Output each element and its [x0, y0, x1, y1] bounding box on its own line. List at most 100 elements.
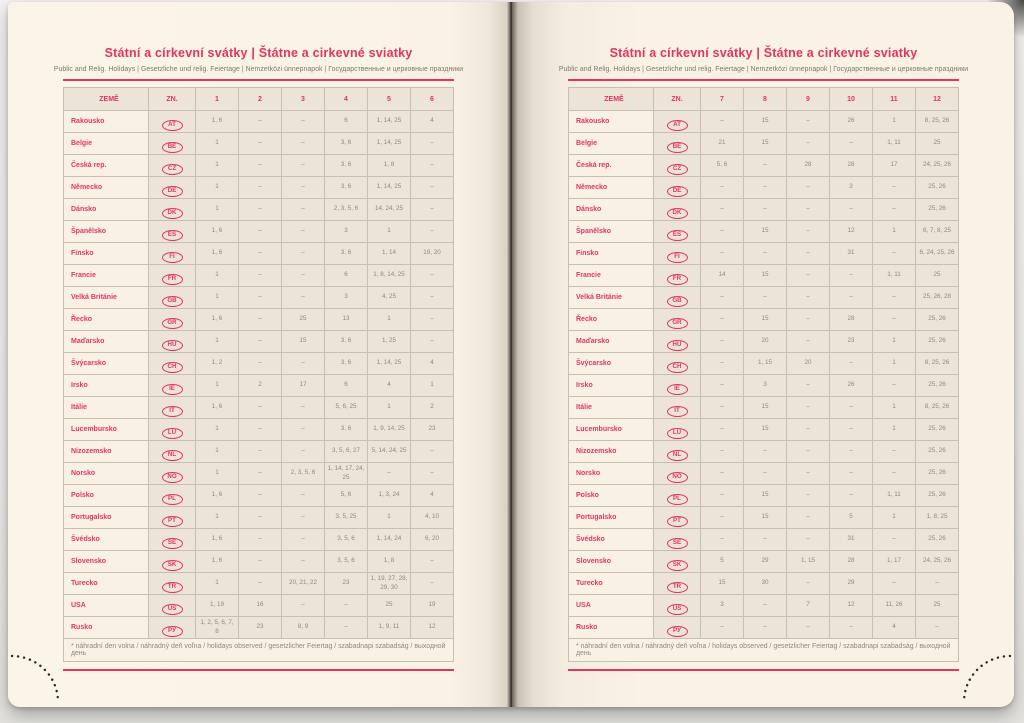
- country-name: Rusko: [63, 616, 149, 639]
- country-code-oval: ES: [161, 229, 183, 241]
- holiday-days-cell: –: [829, 264, 873, 287]
- holiday-days-cell: 28: [829, 308, 873, 331]
- holiday-days-cell: –: [410, 572, 454, 595]
- country-code-cell: NL: [148, 440, 196, 463]
- holiday-days-cell: 15: [743, 264, 787, 287]
- holiday-days-cell: 1: [872, 396, 916, 419]
- country-code-oval: GR: [161, 317, 183, 329]
- holiday-days-cell: –: [786, 286, 830, 309]
- holiday-days-cell: –: [700, 374, 744, 397]
- table-row: Německo DE 1– –3, 6 1, 14, 25–: [63, 176, 454, 199]
- country-code-oval: IE: [161, 383, 183, 395]
- holiday-days-cell: 23: [238, 616, 282, 639]
- table-footer: * náhradní den volna / náhradný deň voľn…: [63, 638, 454, 662]
- holiday-days-cell: 4: [410, 352, 454, 375]
- holiday-days-cell: 1, 8, 14, 25: [367, 264, 411, 287]
- country-code-cell: DK: [148, 198, 196, 221]
- country-name: Francie: [63, 264, 149, 287]
- holiday-days-cell: –: [281, 132, 325, 155]
- country-code-oval: FI: [161, 251, 183, 263]
- holiday-days-cell: –: [281, 418, 325, 441]
- page-subtitle: Public and Relig. Holidays | Gesetzliche…: [558, 66, 969, 73]
- holiday-days-cell: –: [829, 440, 873, 463]
- holiday-days-cell: –: [410, 330, 454, 353]
- holiday-days-cell: –: [786, 462, 830, 485]
- country-code-cell: IT: [653, 396, 701, 419]
- country-code-oval: AT: [666, 119, 688, 131]
- country-code-cell: BE: [148, 132, 196, 155]
- country-column-header: ZEMĚ: [63, 87, 149, 111]
- table-row: Česká rep. CZ 5, 6–28 28 17 24, 25, 26: [568, 154, 959, 177]
- holiday-days-cell: 15: [743, 396, 787, 419]
- country-code-oval: HU: [161, 339, 183, 351]
- header-row: ZEMĚ ZN. 7 8 9 10 11 12: [568, 87, 959, 111]
- country-name: USA: [568, 594, 654, 617]
- country-name: Slovensko: [63, 550, 149, 573]
- holiday-days-cell: –: [700, 528, 744, 551]
- country-name: Německo: [568, 176, 654, 199]
- table-row: Slovensko SK 5 29 1, 15 28 1, 17 24, 25, 26: [568, 550, 959, 573]
- country-name: Španělsko: [63, 220, 149, 243]
- country-code-cell: LU: [148, 418, 196, 441]
- holiday-days-cell: 12: [410, 616, 454, 639]
- country-code-cell: CH: [653, 352, 701, 375]
- country-code-oval: PT: [666, 515, 688, 527]
- country-code-oval: NO: [161, 471, 183, 483]
- country-code-cell: FR: [653, 264, 701, 287]
- table-row: Švédsko SE – – –31–25, 26: [568, 528, 959, 551]
- holiday-days-cell: 1: [195, 440, 239, 463]
- holiday-days-cell: –: [872, 198, 916, 221]
- holiday-days-cell: –: [786, 330, 830, 353]
- holiday-days-cell: 15: [743, 110, 787, 133]
- holiday-days-cell: 25, 26, 28: [915, 286, 959, 309]
- holiday-days-cell: 1, 6: [195, 484, 239, 507]
- holiday-days-cell: –: [786, 132, 830, 155]
- holiday-days-cell: 1, 3, 24: [367, 484, 411, 507]
- table-row: Maďarsko HU 1–15 3, 6 1, 25–: [63, 330, 454, 353]
- top-rule: [568, 79, 959, 81]
- holiday-days-cell: –: [238, 418, 282, 441]
- holiday-days-cell: –: [700, 352, 744, 375]
- country-code-cell: DE: [653, 176, 701, 199]
- country-code-cell: PT: [148, 506, 196, 529]
- holiday-days-cell: 3, 5, 6: [324, 528, 368, 551]
- country-name: Slovensko: [568, 550, 654, 573]
- holiday-days-cell: 31: [829, 528, 873, 551]
- holiday-days-cell: 3, 6: [324, 330, 368, 353]
- month-column-header: 8: [743, 87, 787, 111]
- holiday-days-cell: –: [786, 198, 830, 221]
- page-title: Státní a církevní svátky | Štátne a cirk…: [104, 46, 413, 60]
- country-name: Portugalsko: [63, 506, 149, 529]
- holiday-days-cell: 15: [743, 484, 787, 507]
- holiday-days-cell: –: [915, 616, 959, 639]
- holiday-days-cell: 5, 6: [324, 484, 368, 507]
- table-row: Turecko TR 1–20, 21, 22 23 1, 19, 27, 28, 29…: [63, 572, 454, 595]
- holiday-days-cell: –: [829, 418, 873, 441]
- holiday-days-cell: 1, 11: [872, 264, 916, 287]
- month-column-header: 9: [786, 87, 830, 111]
- holiday-days-cell: –: [786, 572, 830, 595]
- table-row: Portugalsko PT –15–5 1 1, 8, 25: [568, 506, 959, 529]
- holiday-days-cell: –: [281, 110, 325, 133]
- country-name: Nizozemsko: [568, 440, 654, 463]
- table-row: Španělsko ES –15–12 1 6, 7, 8, 25: [568, 220, 959, 243]
- table-footer: * náhradní den volna / náhradný deň voľn…: [568, 638, 959, 662]
- holiday-days-cell: –: [238, 462, 282, 485]
- country-code-oval: DE: [666, 185, 688, 197]
- holiday-days-cell: 15: [700, 572, 744, 595]
- holiday-days-cell: 26: [829, 110, 873, 133]
- holiday-days-cell: 3: [700, 594, 744, 617]
- holiday-days-cell: –: [410, 308, 454, 331]
- country-code-oval: GB: [666, 295, 688, 307]
- holiday-days-cell: –: [786, 484, 830, 507]
- holiday-days-cell: 31: [829, 242, 873, 265]
- holiday-days-cell: 1, 6: [195, 528, 239, 551]
- holiday-days-cell: 25, 26: [915, 308, 959, 331]
- holiday-days-cell: 5, 6: [700, 154, 744, 177]
- holiday-days-cell: –: [281, 528, 325, 551]
- holiday-days-cell: –: [786, 396, 830, 419]
- country-code-cell: CH: [148, 352, 196, 375]
- holiday-days-cell: –: [829, 396, 873, 419]
